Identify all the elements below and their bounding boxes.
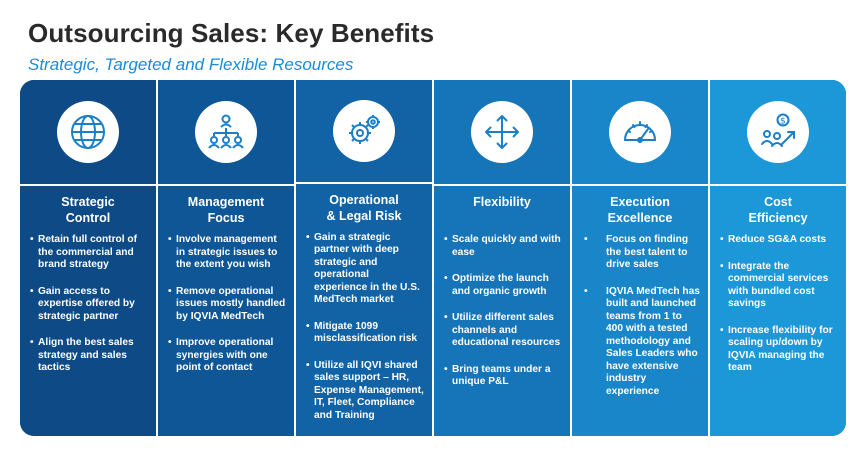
list-item: Optimize the launch and organic growth [444, 273, 562, 298]
column-heading: Flexibility [473, 195, 531, 209]
list-item: Utilize different sales channels and edu… [444, 312, 562, 350]
column-operational-legal-risk: Operational & Legal Risk Gain a strategi… [296, 80, 434, 436]
icon-area [20, 80, 156, 186]
column-heading: Operational & Legal Risk [326, 193, 402, 224]
gauge-icon [609, 101, 671, 163]
globe-icon [57, 101, 119, 163]
icon-area [434, 80, 570, 186]
list-item: IQVIA MedTech has built and launched tea… [582, 286, 700, 399]
list-item: Mitigate 1099 misclassification risk [306, 321, 424, 346]
column-strategic-control: Strategic Control Retain full control of… [20, 80, 158, 436]
list-item: Align the best sales strategy and sales … [30, 337, 148, 375]
bullet-list: Focus on finding the best talent to driv… [572, 234, 708, 412]
column-execution-excellence: Execution Excellence Focus on finding th… [572, 80, 710, 436]
list-item: Increase flexibility for scaling up/down… [720, 325, 838, 375]
column-heading: Management Focus [187, 195, 265, 225]
page-title: Outsourcing Sales: Key Benefits [28, 18, 435, 48]
list-item: Utilize all IQVI shared sales support – … [306, 360, 424, 423]
list-item: Gain a strategic partner with deep strat… [306, 232, 424, 307]
list-item: Retain full control of the commercial an… [30, 234, 148, 272]
list-item: Remove operational issues mostly handled… [168, 286, 286, 324]
list-item: Bring teams under a unique P&L [444, 364, 562, 389]
bullet-list: Retain full control of the commercial an… [20, 234, 156, 389]
list-item: Focus on finding the best talent to driv… [582, 234, 700, 272]
icon-area [296, 80, 432, 185]
list-item: Integrate the commercial services with b… [720, 261, 838, 311]
bullet-list: Involve management in strategic issues t… [158, 234, 294, 389]
bullet-list: Gain a strategic partner with deep strat… [296, 232, 432, 437]
column-management-focus: Management Focus Involve management in s… [158, 80, 296, 436]
gears-icon [333, 100, 395, 163]
list-item: Scale quickly and with ease [444, 234, 562, 259]
move-arrows-icon [471, 101, 533, 163]
org-chart-icon [195, 101, 257, 163]
svg-text:$: $ [780, 117, 786, 127]
bullet-list: Reduce SG&A costs Integrate the commerci… [710, 234, 846, 389]
column-flexibility: Flexibility Scale quickly and with ease … [434, 80, 572, 436]
column-heading: Execution Excellence [607, 195, 673, 225]
column-heading: Strategic Control [61, 195, 115, 225]
list-item: Involve management in strategic issues t… [168, 234, 286, 272]
list-item: Improve operational synergies with one p… [168, 337, 286, 375]
icon-area [158, 80, 294, 186]
column-cost-efficiency: $ Cost Efficiency Reduce SG&A costs Inte… [710, 80, 846, 436]
page-subtitle: Strategic, Targeted and Flexible Resourc… [28, 55, 354, 74]
list-item: Reduce SG&A costs [720, 234, 838, 247]
list-item: Gain access to expertise offered by stra… [30, 286, 148, 324]
column-heading: Cost Efficiency [748, 195, 808, 225]
icon-area [572, 80, 708, 186]
bullet-list: Scale quickly and with ease Optimize the… [434, 234, 570, 403]
cost-people-icon: $ [747, 101, 809, 163]
benefits-panel: Strategic Control Retain full control of… [20, 80, 846, 436]
icon-area: $ [710, 80, 846, 186]
